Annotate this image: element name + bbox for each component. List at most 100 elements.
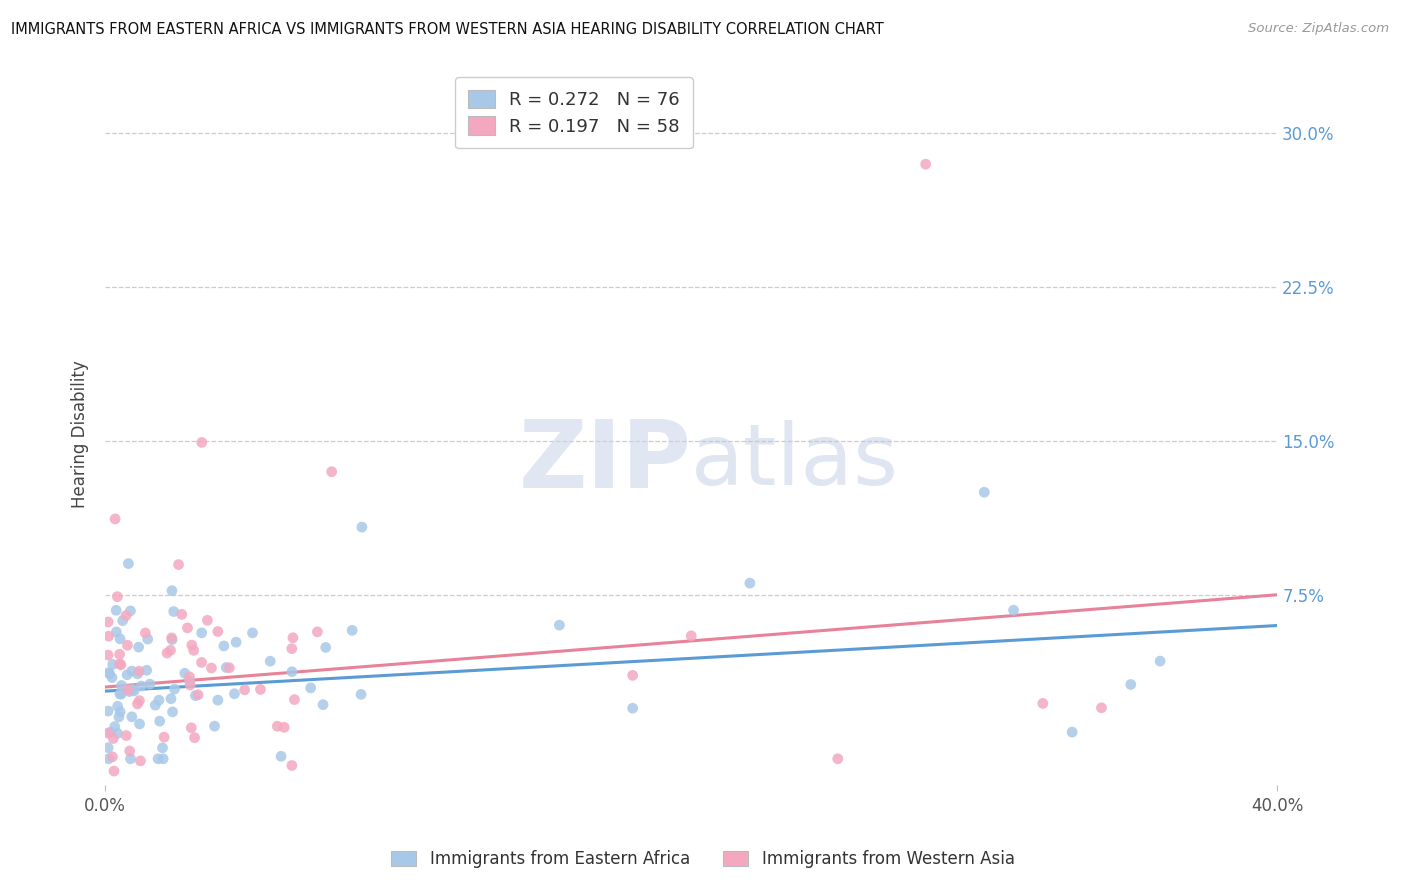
Point [242,625,264,640]
Text: atlas: atlas [692,420,900,503]
Point [249,682,271,697]
Point [548,618,571,632]
Point [97,665,120,680]
Point [1032,697,1054,711]
Point [149,714,172,728]
Point [156,646,179,660]
Point [148,693,170,707]
Point [97,648,120,662]
Point [190,656,212,670]
Point [110,657,132,672]
Point [111,614,134,628]
Point [122,684,145,698]
Point [105,603,128,617]
Point [183,643,205,657]
Text: IMMIGRANTS FROM EASTERN AFRICA VS IMMIGRANTS FROM WESTERN ASIA HEARING DISABILIT: IMMIGRANTS FROM EASTERN AFRICA VS IMMIGR… [11,22,884,37]
Point [270,749,292,764]
Point [259,654,281,668]
Point [973,485,995,500]
Point [273,720,295,734]
Point [128,640,150,654]
Point [191,435,214,450]
Point [97,629,120,643]
Point [127,697,149,711]
Point [152,740,174,755]
Point [281,631,304,645]
Point [108,705,131,719]
Point [340,624,363,638]
Point [681,629,703,643]
Point [105,624,128,639]
Text: Source: ZipAtlas.com: Source: ZipAtlas.com [1249,22,1389,36]
Point [225,635,247,649]
Point [104,512,127,526]
Point [350,520,373,534]
Point [162,705,184,719]
Point [179,678,201,692]
Point [184,689,207,703]
Point [107,699,129,714]
Point [115,667,138,681]
Point [159,643,181,657]
Point [105,590,128,604]
Point [197,613,219,627]
Point [281,665,304,679]
Point [183,731,205,745]
Text: ZIP: ZIP [519,416,692,508]
Point [115,729,138,743]
Point [1119,677,1142,691]
Point [136,632,159,646]
Point [128,693,150,707]
Point [207,693,229,707]
Point [152,752,174,766]
Point [163,605,186,619]
Point [283,692,305,706]
Point [204,719,226,733]
Point [827,752,849,766]
Point [621,668,644,682]
Point [117,638,139,652]
Point [118,744,141,758]
Point [110,679,132,693]
Point [299,681,322,695]
Point [233,682,256,697]
Point [104,720,127,734]
Point [143,698,166,712]
Point [187,688,209,702]
Point [98,666,121,681]
Point [117,682,139,697]
Point [176,621,198,635]
Point [321,465,343,479]
Y-axis label: Hearing Disability: Hearing Disability [72,360,89,508]
Point [146,752,169,766]
Point [108,648,131,662]
Point [1149,654,1171,668]
Point [180,721,202,735]
Point [107,726,129,740]
Point [101,657,124,672]
Point [127,666,149,681]
Point [207,624,229,639]
Point [97,615,120,629]
Point [108,632,131,646]
Point [914,157,936,171]
Point [103,764,125,778]
Point [738,576,761,591]
Point [101,671,124,685]
Point [307,624,329,639]
Point [97,752,120,766]
Point [97,740,120,755]
Point [134,626,156,640]
Point [281,641,304,656]
Point [121,682,143,697]
Point [160,631,183,645]
Point [179,674,201,689]
Point [129,754,152,768]
Point [139,677,162,691]
Point [224,687,246,701]
Point [98,725,121,739]
Point [120,752,142,766]
Point [1062,725,1084,739]
Point [129,679,152,693]
Point [1090,700,1112,714]
